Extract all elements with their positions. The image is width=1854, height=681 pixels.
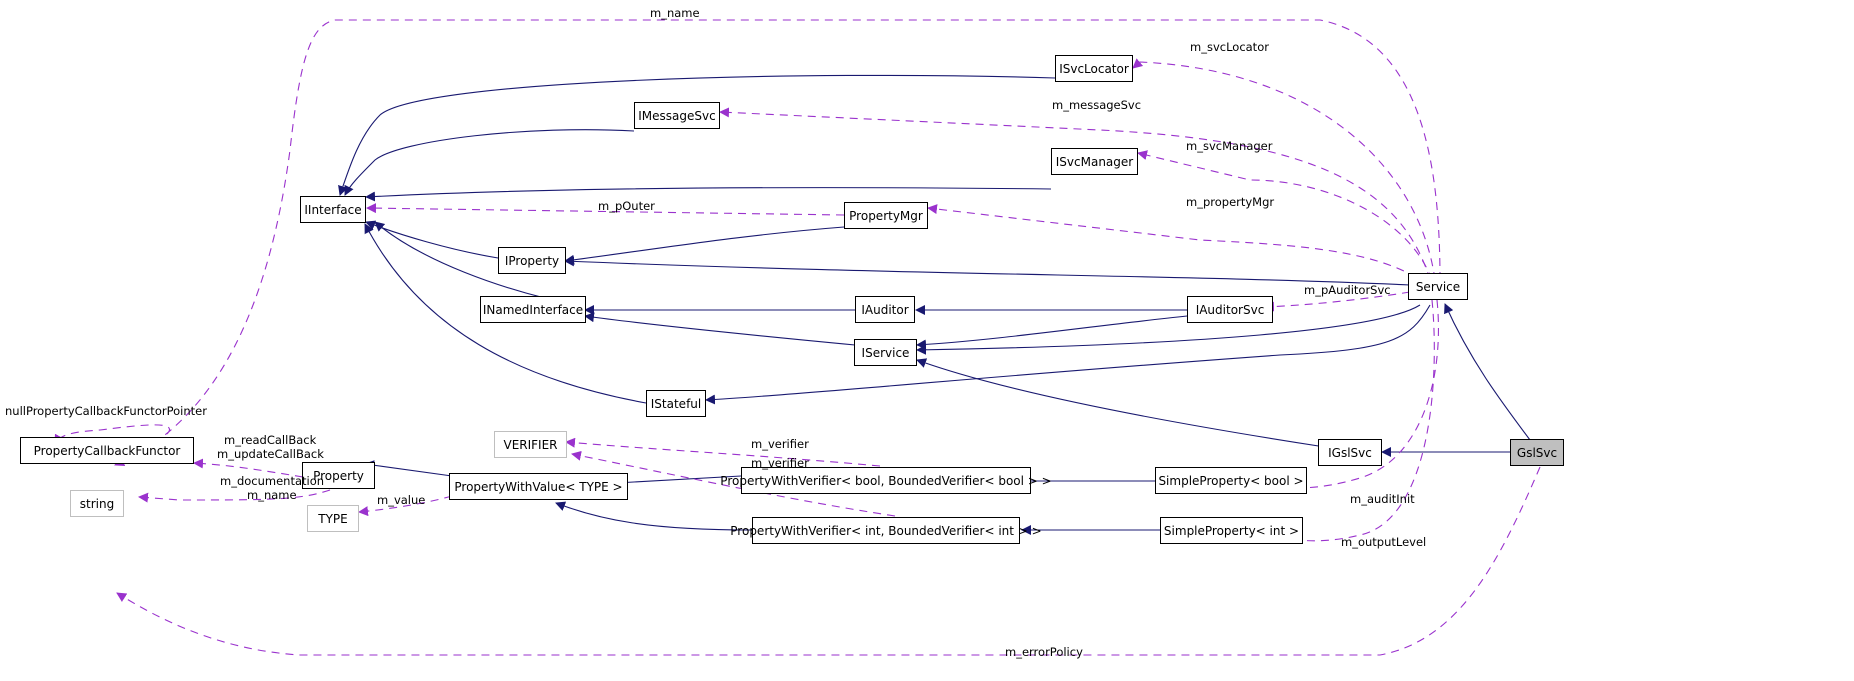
node-propertywithvalue[interactable]: PropertyWithValue< TYPE > [449, 473, 628, 500]
edge-label-m-documentation: m_documentation [220, 474, 325, 488]
node-propertycallbackfunctor[interactable]: PropertyCallbackFunctor [20, 437, 194, 464]
node-propertywithverifier-bool[interactable]: PropertyWithVerifier< bool, BoundedVerif… [720, 467, 1052, 494]
node-label: IService [861, 345, 910, 360]
node-label: IProperty [504, 253, 560, 268]
node-label: IAuditorSvc [1195, 302, 1265, 317]
node-label: VERIFIER [503, 437, 558, 452]
node-service[interactable]: Service [1408, 273, 1468, 300]
node-iinterface[interactable]: IInterface [300, 196, 366, 223]
edge-label-m-verifier-2: m_verifier [751, 456, 809, 470]
node-label: PropertyCallbackFunctor [33, 443, 181, 458]
edge-label-m-svcmanager: m_svcManager [1186, 139, 1273, 153]
node-propertywithverifier-int[interactable]: PropertyWithVerifier< int, BoundedVerifi… [730, 517, 1042, 544]
edge-label-m-messagesvc: m_messageSvc [1052, 98, 1142, 112]
node-label: IStateful [650, 396, 702, 411]
node-iservice[interactable]: IService [854, 339, 917, 366]
node-iauditorsvc[interactable]: IAuditorSvc [1187, 296, 1273, 323]
node-iauditor[interactable]: IAuditor [855, 296, 915, 323]
node-verifier: VERIFIER [494, 431, 567, 458]
edge-label-m-outputlevel: m_outputLevel [1341, 535, 1427, 549]
node-label: SimpleProperty< int > [1163, 523, 1300, 538]
node-label: PropertyWithVerifier< int, BoundedVerifi… [730, 523, 1042, 538]
edge-label-m-errorpolicy: m_errorPolicy [1005, 645, 1083, 659]
edge-label-m-verifier-1: m_verifier [751, 437, 809, 451]
node-label: ISvcLocator [1059, 61, 1129, 76]
node-igslsvc[interactable]: IGslSvc [1318, 439, 1382, 466]
usage-edges [54, 19, 1541, 656]
node-isvcmanager[interactable]: ISvcManager [1051, 148, 1138, 175]
node-simpleproperty-bool[interactable]: SimpleProperty< bool > [1155, 467, 1307, 494]
inheritance-edges [338, 74, 1531, 535]
edge-label-null-callback: nullPropertyCallbackFunctorPointer [5, 404, 207, 418]
edge-label-m-name: m_name [650, 6, 700, 20]
node-label: PropertyMgr [849, 208, 923, 223]
edge-label-m-propertymgr: m_propertyMgr [1186, 195, 1275, 209]
node-gslsvc[interactable]: GslSvc [1510, 439, 1564, 466]
node-string: string [70, 490, 124, 517]
node-propertymgr[interactable]: PropertyMgr [844, 202, 928, 229]
edge-label-m-updatecallback: m_updateCallBack [217, 447, 324, 461]
node-label: IMessageSvc [638, 108, 716, 123]
edge-label-m-auditinit: m_auditInit [1350, 492, 1415, 506]
edge-label-m-pauditorsvc: m_pAuditorSvc [1304, 283, 1391, 297]
node-type: TYPE [307, 505, 359, 532]
node-label: PropertyWithVerifier< bool, BoundedVerif… [720, 473, 1052, 488]
node-label: IAuditor [861, 302, 909, 317]
edge-label-m-readcallback: m_readCallBack [224, 433, 317, 447]
node-inamedinterface[interactable]: INamedInterface [480, 296, 586, 323]
node-label: PropertyWithValue< TYPE > [454, 479, 623, 494]
node-label: GslSvc [1516, 445, 1558, 460]
node-label: IInterface [304, 202, 362, 217]
edge-label-m-name-2: m_name [247, 488, 297, 502]
edge-label-m-value: m_value [377, 493, 426, 507]
edge-label-m-svclocator: m_svcLocator [1190, 40, 1269, 54]
node-label: INamedInterface [482, 302, 584, 317]
node-label: ISvcManager [1055, 154, 1134, 169]
node-isvclocator[interactable]: ISvcLocator [1055, 55, 1133, 82]
node-label: SimpleProperty< bool > [1158, 473, 1304, 488]
node-label: Property [313, 468, 364, 483]
node-iproperty[interactable]: IProperty [498, 247, 566, 274]
node-label: TYPE [318, 511, 348, 526]
node-label: Service [1415, 279, 1461, 294]
node-simpleproperty-int[interactable]: SimpleProperty< int > [1160, 517, 1303, 544]
node-label: IGslSvc [1328, 445, 1372, 460]
edge-label-m-pouter: m_pOuter [598, 199, 655, 213]
node-imessagesvc[interactable]: IMessageSvc [634, 102, 720, 129]
node-istateful[interactable]: IStateful [646, 390, 706, 417]
node-property[interactable]: Property [302, 462, 375, 489]
node-label: string [79, 496, 115, 511]
